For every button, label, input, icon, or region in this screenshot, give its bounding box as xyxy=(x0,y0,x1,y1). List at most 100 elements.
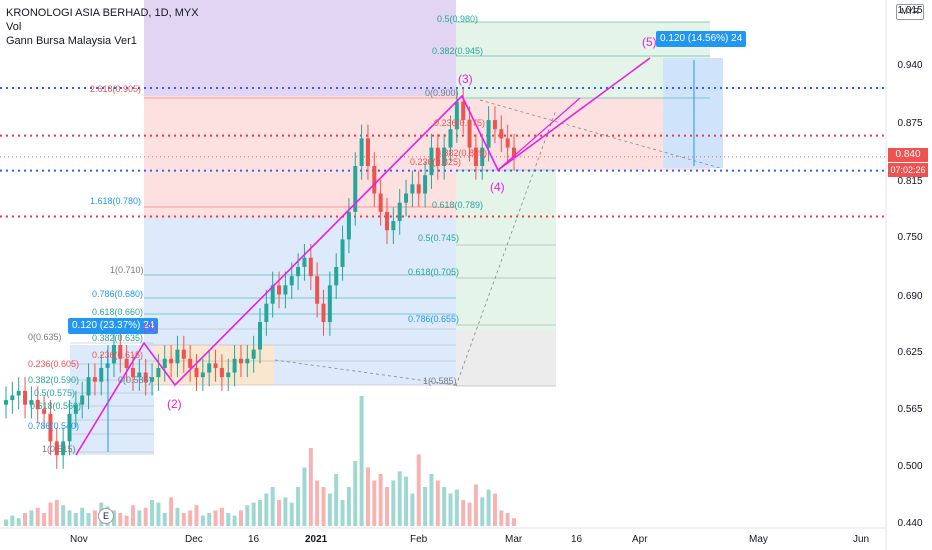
candle-body xyxy=(226,372,231,378)
volume-bar xyxy=(92,510,97,526)
candle-body xyxy=(365,138,370,166)
volume-bar xyxy=(346,487,351,526)
volume-bar xyxy=(111,510,116,526)
fib-level-label: 0.5(0.980) xyxy=(437,14,479,24)
symbol-title[interactable]: KRONOLOGI ASIA BERHAD, 1D, MYX xyxy=(6,7,199,19)
volume-bar xyxy=(277,500,282,526)
volume-bar xyxy=(296,487,301,526)
fib-level-label: 0.786(0.680) xyxy=(92,289,144,299)
candle-body xyxy=(162,358,167,368)
indicator-vol-label[interactable]: Vol xyxy=(6,21,22,33)
volume-bar xyxy=(461,500,466,526)
volume-bar xyxy=(86,513,91,526)
candle-body xyxy=(340,239,345,267)
fib-level-label: 0.382(0.590) xyxy=(28,375,80,385)
wave-label-3: (3) xyxy=(458,72,473,86)
volume-bar xyxy=(340,500,345,526)
candle-body xyxy=(111,344,116,364)
candle-body xyxy=(429,147,434,176)
volume-bar xyxy=(315,480,320,526)
current-price-tag: 0.840 xyxy=(888,148,928,162)
candle-body xyxy=(54,441,59,456)
candle-body xyxy=(137,372,142,378)
candle-body xyxy=(238,358,243,364)
candle-body xyxy=(118,344,123,359)
volume-bar xyxy=(473,484,478,526)
candle-body xyxy=(467,120,472,148)
volume-bar xyxy=(29,510,34,526)
candle-body xyxy=(473,147,478,166)
candle-body xyxy=(461,101,466,121)
candle-body xyxy=(302,257,307,267)
volume-bar xyxy=(486,489,491,526)
candle-body xyxy=(232,358,237,373)
elliott-wave-line xyxy=(75,57,651,456)
candle-body xyxy=(219,367,224,378)
fib-level-label: 0.618(0.789) xyxy=(432,200,484,210)
volume-bar xyxy=(308,448,313,526)
time-tick-label: Dec xyxy=(185,534,203,545)
candle-body xyxy=(492,120,497,130)
chart-header: KRONOLOGI ASIA BERHAD, 1D, MYX Vol Gann … xyxy=(6,6,199,48)
fib-level-label: 0.618(0.560) xyxy=(30,401,82,411)
candle-body xyxy=(296,266,301,277)
price-tick-label: 1.015 xyxy=(897,5,923,16)
volume-bar xyxy=(429,474,434,526)
fib-level-label: 0.236(0.605) xyxy=(28,359,80,369)
time-tick-label: May xyxy=(749,534,768,545)
earnings-event-icon[interactable]: E xyxy=(98,508,114,524)
candle-body xyxy=(67,413,72,442)
volume-bar xyxy=(270,487,275,526)
candle-body xyxy=(42,409,47,414)
time-tick-label: Mar xyxy=(505,534,523,545)
fib-level-label: 2.618(0.905) xyxy=(90,84,142,94)
volume-bar xyxy=(467,502,472,526)
price-tick-label: 0.440 xyxy=(897,518,923,529)
candle-body xyxy=(391,221,396,231)
candle-body xyxy=(416,184,421,194)
time-tick-label: Feb xyxy=(410,534,428,545)
candle-body xyxy=(454,101,459,130)
candle-body xyxy=(245,358,250,364)
volume-bar xyxy=(238,510,243,526)
volume-bar xyxy=(35,507,40,526)
volume-bar xyxy=(124,515,129,526)
currency-badge[interactable]: MYR xyxy=(896,4,924,20)
candle-body xyxy=(80,395,85,405)
volume-bar xyxy=(454,489,459,526)
time-tick-label: 2021 xyxy=(305,534,328,545)
volume-bar xyxy=(353,461,358,526)
volume-bar xyxy=(232,515,237,526)
volume-bar xyxy=(61,505,66,526)
candle-body xyxy=(16,390,21,396)
candle-body xyxy=(188,358,193,368)
volume-bar xyxy=(54,500,59,526)
candle-body xyxy=(404,193,409,203)
zone-grey-right xyxy=(456,330,556,386)
candle-body xyxy=(150,377,155,382)
volume-bar xyxy=(289,502,294,526)
price-tick-label: 0.625 xyxy=(897,347,923,358)
volume-bar xyxy=(391,480,396,526)
fib-level-label: 0(0.635) xyxy=(28,332,62,342)
fib-level-label: 0.786(0.540) xyxy=(28,421,80,431)
volume-bar xyxy=(499,510,504,526)
volume-bar xyxy=(118,513,123,526)
volume-bar xyxy=(492,493,497,526)
candle-body xyxy=(35,400,40,410)
candle-body xyxy=(315,276,320,304)
volume-bar xyxy=(194,505,199,526)
fib-level-label: 0.236(0.875) xyxy=(434,118,486,128)
volume-bar xyxy=(397,471,402,526)
volume-bar xyxy=(448,493,453,526)
candle-body xyxy=(175,349,180,364)
fib-level-label: 0.5(0.745) xyxy=(418,233,460,243)
volume-bar xyxy=(365,467,370,526)
projection-line-c xyxy=(274,359,457,386)
candle-body xyxy=(61,441,66,456)
volume-bar xyxy=(16,518,21,526)
indicator-gann-label[interactable]: Gann Bursa Malaysia Ver1 xyxy=(6,35,137,47)
volume-bar xyxy=(207,513,212,526)
candle-body xyxy=(251,349,256,359)
